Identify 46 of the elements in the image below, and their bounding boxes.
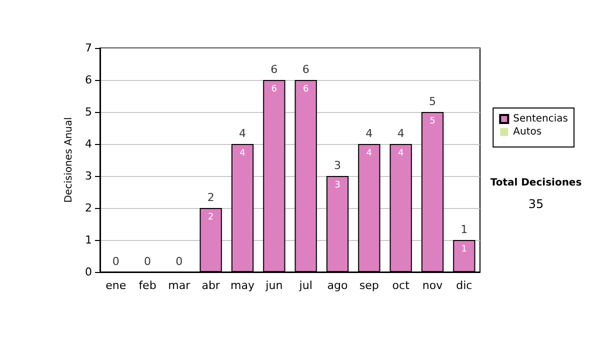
x-tick-label: jun <box>264 279 283 292</box>
x-tick-label: dic <box>456 279 472 292</box>
y-tick-label: 0 <box>85 266 92 278</box>
x-tick-label: may <box>230 279 255 292</box>
x-tick-label: oct <box>392 279 410 292</box>
text: Total Decisiones <box>490 178 582 188</box>
y-tick-label: 3 <box>85 170 92 182</box>
total-label: 0 <box>112 255 120 268</box>
x-tick-label: ago <box>327 279 348 292</box>
data-label: 6 <box>302 84 309 94</box>
y-tick-label: 5 <box>85 106 92 118</box>
y-tick-label: 2 <box>85 202 92 214</box>
total-label: 4 <box>397 127 404 140</box>
y-axis-title: Decisiones Anual <box>64 117 75 203</box>
total-label: 3 <box>334 159 341 172</box>
data-label: 4 <box>398 148 404 158</box>
total-label: 0 <box>176 255 183 268</box>
data-label: 4 <box>366 148 372 158</box>
x-tick-label: sep <box>359 279 379 292</box>
data-label: 3 <box>334 180 340 190</box>
x-tick-label: ene <box>106 279 126 292</box>
data-label: 1 <box>461 244 468 254</box>
x-tick-label: abr <box>202 279 220 292</box>
total-label: 0 <box>144 255 151 268</box>
total-label: 6 <box>302 63 310 76</box>
legend-label: Sentencias <box>513 114 568 124</box>
total-label: 4 <box>366 127 373 140</box>
x-tick-label: nov <box>422 279 444 292</box>
legend-label: Autos <box>513 126 542 138</box>
text: 35 <box>528 197 544 211</box>
x-tick-label: jul <box>298 279 312 292</box>
y-tick-label: 4 <box>85 138 92 150</box>
total-label: 4 <box>239 127 246 140</box>
data-label: 4 <box>240 148 246 158</box>
y-tick-label: 6 <box>85 74 92 86</box>
x-tick-label: feb <box>138 279 156 292</box>
y-tick-label: 1 <box>85 234 92 246</box>
data-label: 2 <box>208 212 214 222</box>
total-label: 1 <box>460 223 468 236</box>
x-tick-label: mar <box>168 279 191 292</box>
y-tick-label: 7 <box>85 42 92 54</box>
total-label: 2 <box>207 191 214 204</box>
data-label: 6 <box>271 84 278 94</box>
total-label: 5 <box>429 95 436 108</box>
data-label: 5 <box>430 116 436 126</box>
total-label: 6 <box>270 63 278 76</box>
